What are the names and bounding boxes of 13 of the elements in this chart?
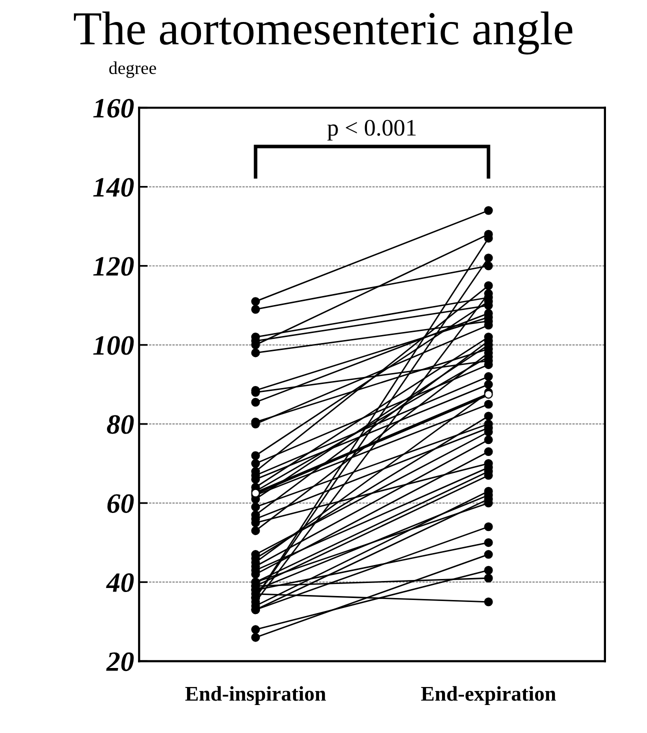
y-tick-label: 100 (93, 336, 134, 355)
y-tick-label: 20 (106, 652, 134, 672)
x-tick-label: End-inspiration (185, 686, 326, 706)
x-tick-label: End-expiration (421, 686, 556, 706)
y-tick-label: 120 (93, 257, 134, 276)
y-tick-label: 40 (106, 573, 134, 592)
y-tick-label: 60 (107, 494, 134, 513)
y-tick-label: 80 (106, 415, 134, 434)
y-axis-title: degree (109, 61, 156, 78)
y-tick-label: 160 (93, 98, 134, 118)
annotation: p < 0.001 (327, 120, 416, 141)
y-tick-label: 140 (93, 178, 134, 197)
chart-title: The aortomesenteric angle (74, 12, 572, 54)
